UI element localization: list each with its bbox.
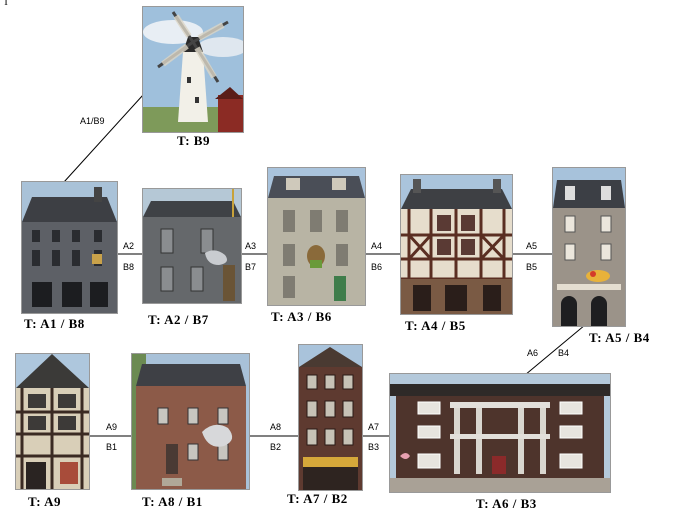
edge-label-b2: B2	[270, 442, 282, 452]
edge-label-a2: A2	[123, 241, 135, 251]
caption-a3: T: A3 / B6	[271, 309, 332, 324]
edge-label-a7: A7	[368, 422, 380, 432]
edge-line-6	[524, 324, 586, 376]
caption-a4: T: A4 / B5	[405, 318, 466, 333]
building-a5-image	[552, 167, 626, 327]
windmill-image	[142, 6, 244, 133]
caption-a6: T: A6 / B3	[476, 496, 537, 511]
edge-label-a3: A3	[245, 241, 257, 251]
building-a2-image	[142, 188, 242, 304]
edge-label-b7: B7	[245, 262, 257, 272]
edge-label-b6: B6	[371, 262, 383, 272]
edge-label-a8: A8	[270, 422, 282, 432]
building-a8-image	[131, 353, 250, 490]
caption-a8: T: A8 / B1	[142, 494, 203, 509]
caption-a2: T: A2 / B7	[148, 312, 209, 327]
edge-label-a4: A4	[371, 241, 383, 251]
edge-label-b4: B4	[558, 348, 570, 358]
edge-label-a9: A9	[106, 422, 118, 432]
edge-label-b3: B3	[368, 442, 380, 452]
edge-label-a1-b9: A1/B9	[80, 116, 105, 126]
building-a9-image	[15, 353, 90, 490]
caption-a9: T: A9	[28, 494, 61, 509]
edge-label-a5: A5	[526, 241, 538, 251]
building-a3-image	[267, 167, 366, 306]
building-a4-image	[400, 174, 513, 315]
edge-label-b5: B5	[526, 262, 538, 272]
building-a6-image	[389, 373, 611, 493]
caption-a7: T: A7 / B2	[287, 491, 348, 506]
building-a7-image	[298, 344, 363, 491]
edge-label-b8: B8	[123, 262, 135, 272]
building-a1-image	[21, 181, 118, 314]
caption-a1: T: A1 / B8	[24, 316, 85, 331]
edge-label-b1: B1	[106, 442, 118, 452]
caption-a5: T: A5 / B4	[589, 330, 650, 345]
edge-line-1	[63, 94, 144, 183]
corner-mark: T	[3, 0, 10, 8]
caption-windmill: T: B9	[177, 133, 210, 148]
edge-label-a6: A6	[527, 348, 539, 358]
